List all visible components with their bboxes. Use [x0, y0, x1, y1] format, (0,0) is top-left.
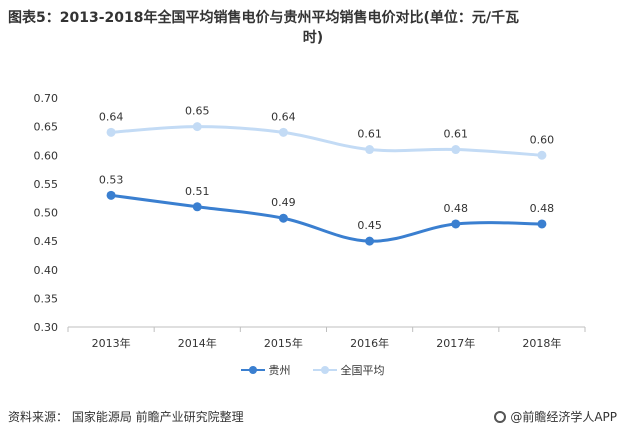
brand: @前瞻经济学人APP: [494, 408, 617, 425]
chart-title-line2: 时): [302, 30, 324, 46]
legend-swatch-national-average: [312, 365, 337, 375]
y-tick-label: 0.45: [34, 235, 59, 248]
data-label-guizhou: 0.48: [530, 202, 555, 215]
chart-legend: 贵州 全国平均: [0, 362, 625, 378]
data-point-guizhou: [192, 202, 202, 212]
data-point-national-average: [278, 127, 288, 137]
y-tick-label: 0.50: [34, 207, 59, 220]
legend-label-guizhou: 贵州: [268, 364, 291, 377]
data-label-guizhou: 0.53: [99, 173, 124, 186]
data-point-national-average: [365, 145, 375, 155]
series-line-national-average: [110, 125, 543, 157]
data-label-national-average: 0.65: [185, 105, 210, 118]
data-label-guizhou: 0.51: [185, 185, 210, 198]
qianzhan-logo-icon: [494, 410, 507, 423]
y-tick-label: 0.40: [34, 264, 59, 277]
data-point-guizhou: [451, 219, 461, 229]
legend-item-national-average: 全国平均: [312, 362, 385, 378]
data-label-guizhou: 0.45: [357, 219, 382, 232]
legend-swatch-guizhou: [240, 365, 265, 375]
data-label-guizhou: 0.49: [271, 196, 296, 209]
data-point-guizhou: [278, 213, 288, 223]
data-point-national-average: [537, 150, 547, 160]
series-line-guizhou: [110, 193, 542, 243]
y-tick-label: 0.35: [34, 292, 59, 305]
x-tick-label: 2013年: [92, 336, 131, 350]
y-tick-label: 0.30: [34, 321, 59, 334]
data-point-guizhou: [365, 236, 375, 246]
x-tick-label: 2015年: [264, 336, 303, 350]
legend-item-guizhou: 贵州: [240, 362, 291, 378]
data-label-guizhou: 0.48: [444, 202, 469, 215]
data-point-national-average: [106, 127, 116, 137]
x-tick-label: 2017年: [436, 336, 475, 350]
x-tick-label: 2018年: [522, 336, 561, 350]
y-tick-label: 0.70: [34, 92, 59, 105]
data-point-national-average: [192, 122, 202, 132]
data-label-national-average: 0.61: [357, 128, 382, 141]
chart-title-line1: 图表5：2013-2018年全国平均销售电价与贵州平均销售电价对比(单位：元/千…: [8, 10, 519, 26]
data-label-national-average: 0.64: [271, 110, 296, 123]
brand-text: @前瞻经济学人APP: [510, 410, 617, 424]
legend-label-national-average: 全国平均: [340, 364, 385, 377]
data-point-guizhou: [106, 190, 116, 200]
footer: 资料来源： 国家能源局 前瞻产业研究院整理 @前瞻经济学人APP: [8, 408, 617, 428]
data-label-national-average: 0.60: [530, 133, 555, 146]
y-tick-label: 0.55: [34, 178, 59, 191]
data-point-national-average: [451, 145, 461, 155]
data-label-national-average: 0.64: [99, 110, 124, 123]
chart-title: 图表5：2013-2018年全国平均销售电价与贵州平均销售电价对比(单位：元/千…: [8, 8, 618, 48]
data-label-national-average: 0.61: [444, 128, 469, 141]
y-tick-label: 0.60: [34, 149, 59, 162]
x-tick-label: 2016年: [350, 336, 389, 350]
y-tick-label: 0.65: [34, 121, 59, 134]
x-tick-label: 2014年: [178, 336, 217, 350]
source-text: 资料来源： 国家能源局 前瞻产业研究院整理: [8, 410, 244, 424]
data-point-guizhou: [537, 219, 547, 229]
